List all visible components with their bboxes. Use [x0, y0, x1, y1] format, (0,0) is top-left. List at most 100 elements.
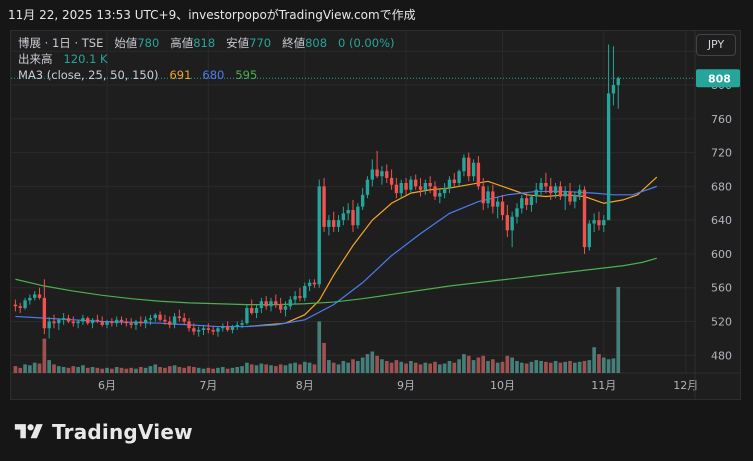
volume-bar — [143, 367, 148, 373]
volume-bar — [153, 364, 158, 373]
volume-bar — [148, 366, 153, 373]
legend-low-value: 770 — [249, 36, 272, 50]
volume-bar — [409, 360, 413, 373]
volume-bar — [341, 360, 346, 373]
candle-body — [336, 220, 341, 227]
volume-bar — [163, 367, 167, 373]
candle-body — [587, 223, 591, 248]
volume-bar — [548, 362, 553, 373]
legend-high-value: 818 — [193, 36, 216, 50]
volume-bar — [573, 362, 577, 373]
tradingview-logo[interactable]: TradingView — [12, 418, 193, 446]
legend-high-label: 高値 — [170, 36, 194, 50]
volume-bar — [71, 366, 76, 373]
x-tick-label: 7月 — [199, 379, 217, 392]
candle-body — [269, 301, 273, 307]
volume-bar — [481, 355, 486, 373]
candle-body — [293, 296, 297, 300]
volume-bar — [177, 366, 182, 373]
volume-bar — [220, 366, 225, 373]
candle-body — [61, 318, 66, 320]
legend-volume-label[interactable]: 出来高 — [18, 52, 53, 66]
volume-bar — [52, 364, 56, 373]
candle-body — [28, 297, 32, 301]
volume-bar — [312, 364, 317, 373]
volume-bar — [13, 366, 18, 373]
volume-bar — [201, 368, 206, 373]
legend-ma50-value: 680 — [202, 68, 225, 82]
price-chart[interactable]: 8408007607206806406005605204806月7月8月9月10… — [11, 31, 740, 399]
candle-body — [192, 328, 196, 332]
candle-body — [602, 220, 606, 226]
candle-body — [356, 206, 360, 226]
legend-volume-value: 120.1 K — [63, 52, 108, 66]
candle-body — [592, 220, 596, 224]
volume-bar — [317, 321, 322, 373]
currency-button[interactable]: JPY — [696, 34, 736, 56]
volume-bar — [32, 362, 37, 373]
volume-bar — [138, 366, 143, 373]
chart-legend: 博展 · 1日 · TSE 始値780 高値818 安値770 終値808 0 … — [18, 35, 394, 83]
candle-body — [235, 324, 239, 327]
candle-body — [177, 316, 182, 319]
volume-bar — [577, 361, 582, 373]
volume-bar — [375, 355, 379, 373]
candle-body — [298, 296, 302, 298]
candle-body — [225, 326, 230, 330]
volume-bar — [346, 362, 351, 373]
y-tick-label: 520 — [711, 315, 732, 328]
legend-ma-row: MA3 (close, 25, 50, 150) 691 680 595 — [18, 67, 394, 83]
candle-body — [370, 169, 374, 180]
volume-bar — [42, 338, 47, 373]
chart-panel[interactable]: 8408007607206806406005605204806月7月8月9月10… — [10, 30, 741, 400]
candle-body — [520, 198, 524, 209]
candle-body — [119, 319, 124, 322]
volume-bar — [539, 360, 543, 373]
volume-bar — [510, 357, 514, 373]
volume-bar — [56, 366, 61, 373]
candle-body — [42, 297, 47, 329]
chart-caption: 11月 22, 2025 13:53 UTC+9、investorpopoがTr… — [8, 8, 416, 22]
candle-body — [471, 162, 476, 177]
candle-body — [481, 186, 485, 204]
candle-body — [327, 220, 331, 227]
volume-bar — [100, 368, 105, 373]
volume-bar — [196, 367, 201, 373]
volume-bar — [298, 364, 302, 373]
legend-open-value: 780 — [137, 36, 160, 50]
volume-bar — [206, 367, 211, 373]
volume-bar — [81, 365, 85, 373]
candle-body — [259, 301, 264, 308]
candle-body — [163, 319, 167, 322]
candle-body — [18, 306, 22, 308]
volume-bar — [124, 368, 129, 373]
candle-body — [245, 307, 249, 324]
candle-body — [515, 208, 519, 217]
x-tick-label: 6月 — [98, 379, 116, 392]
candle-body — [95, 319, 100, 322]
volume-bar — [563, 361, 568, 373]
candle-body — [274, 301, 278, 305]
ma-line-ma50 — [15, 185, 658, 328]
candle-body — [433, 186, 437, 197]
volume-bar — [360, 357, 365, 373]
candle-body — [71, 321, 75, 324]
candle-body — [81, 318, 85, 322]
volume-bar — [95, 367, 100, 373]
volume-bar — [274, 366, 278, 373]
candle-body — [307, 282, 312, 287]
candle-body — [462, 157, 466, 172]
y-tick-label: 760 — [711, 113, 732, 126]
legend-symbol[interactable]: 博展 · 1日 · TSE — [18, 36, 104, 50]
candle-body — [380, 171, 384, 177]
volume-bar — [134, 368, 138, 373]
volume-bar — [592, 347, 596, 373]
legend-ma-label[interactable]: MA3 (close, 25, 50, 150) — [18, 68, 159, 82]
candle-body — [322, 186, 326, 227]
candle-body — [476, 162, 481, 187]
volume-bar — [307, 362, 312, 373]
volume-bar — [293, 362, 297, 373]
volume-bar — [389, 362, 394, 373]
candle-body — [264, 301, 268, 307]
volume-bar — [105, 367, 109, 373]
